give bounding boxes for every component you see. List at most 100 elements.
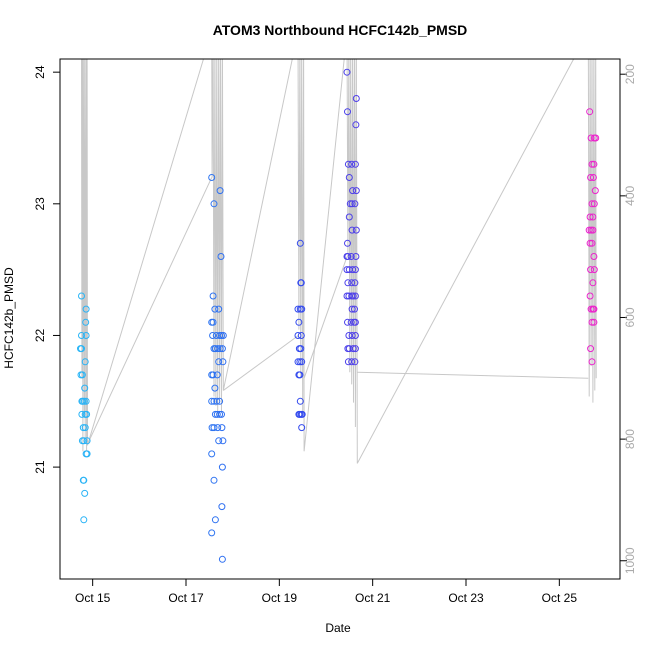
data-point (298, 358, 306, 366)
data-point (218, 555, 226, 563)
data-point (588, 200, 596, 208)
x-tick-label: Oct 23 (448, 591, 484, 605)
y2-axis: 200 400 600 800 1000 (619, 64, 637, 574)
data-point (78, 371, 86, 379)
data-point (82, 318, 90, 326)
data-point (209, 332, 217, 339)
data-point (219, 358, 227, 366)
data-point (218, 345, 226, 353)
data-point (345, 174, 353, 181)
data-point (82, 397, 90, 405)
data-point (351, 318, 359, 326)
transect-line (357, 371, 589, 379)
data-point (351, 200, 359, 208)
data-point (344, 279, 352, 287)
data-point (81, 489, 89, 497)
y-tick-label: 24 (33, 65, 47, 79)
data-point (212, 332, 220, 339)
data-point (208, 397, 216, 405)
y2-tick-label: 200 (623, 64, 637, 84)
data-point (214, 345, 222, 353)
data-point (352, 121, 360, 129)
data-point (352, 253, 360, 260)
data-point (211, 516, 219, 524)
data-point (588, 239, 596, 247)
data-point (589, 174, 597, 181)
data-point (586, 292, 594, 300)
data-point (348, 358, 356, 366)
data-point (209, 318, 217, 326)
data-point (82, 332, 90, 339)
data-point (586, 239, 594, 247)
data-point (351, 266, 359, 274)
data-point (297, 332, 305, 339)
data-point (296, 239, 304, 247)
data-point (208, 529, 216, 537)
data-point (296, 371, 304, 379)
data-point (587, 174, 595, 181)
data-point (209, 292, 217, 300)
y2-tick-label: 600 (623, 307, 637, 327)
data-point (586, 108, 594, 116)
data-point (210, 476, 218, 484)
data-point (81, 424, 89, 432)
data-point (348, 226, 356, 234)
data-point (590, 160, 598, 168)
data-point (352, 187, 360, 195)
data-point (216, 397, 224, 405)
transect-line (303, 256, 348, 379)
y2-tick-label: 800 (623, 429, 637, 449)
profile-trace (81, 59, 597, 464)
data-point (211, 384, 219, 392)
data-point (588, 318, 596, 326)
x-axis-label: Date (325, 621, 351, 635)
data-point (215, 437, 223, 445)
data-point (351, 305, 358, 313)
data-point (351, 345, 359, 353)
data-point (294, 305, 302, 313)
data-point (211, 305, 219, 313)
data-point (344, 239, 351, 247)
data-point (209, 371, 217, 379)
data-point (216, 332, 224, 339)
data-point (345, 213, 353, 221)
data-point (351, 279, 359, 287)
y-axis-label: HCFC142b_PMSD (2, 267, 16, 369)
y-tick-label: 22 (33, 328, 47, 342)
data-point (219, 437, 227, 445)
data-point (218, 503, 226, 511)
data-point (352, 95, 360, 102)
data-point (586, 213, 594, 221)
data-point (590, 253, 598, 260)
data-point (588, 160, 596, 168)
x-tick-label: Oct 25 (542, 591, 578, 605)
y-axis: 21 22 23 24 (33, 65, 61, 474)
data-point (590, 266, 598, 274)
data-point (351, 292, 359, 300)
data-point (344, 253, 352, 260)
data-points (77, 68, 600, 563)
data-point (297, 279, 305, 287)
transect-line (223, 335, 299, 391)
data-point (348, 160, 356, 168)
data-point (81, 384, 89, 392)
y-tick-label: 21 (33, 460, 47, 474)
data-point (589, 279, 597, 287)
transect-line (86, 177, 213, 446)
data-point (347, 318, 355, 326)
data-point (210, 424, 218, 432)
data-point (590, 318, 598, 326)
data-point (219, 332, 227, 339)
x-axis: Oct 15 Oct 17 Oct 19 Oct 21 Oct 23 Oct 25 (75, 578, 578, 605)
data-point (213, 371, 221, 379)
y2-tick-label: 400 (623, 186, 637, 206)
data-point (343, 68, 351, 76)
x-tick-label: Oct 17 (168, 591, 204, 605)
data-point (590, 305, 598, 313)
x-tick-label: Oct 15 (75, 591, 111, 605)
data-point (215, 305, 223, 313)
data-point (591, 187, 599, 195)
data-point (592, 134, 600, 142)
data-point (80, 516, 88, 524)
